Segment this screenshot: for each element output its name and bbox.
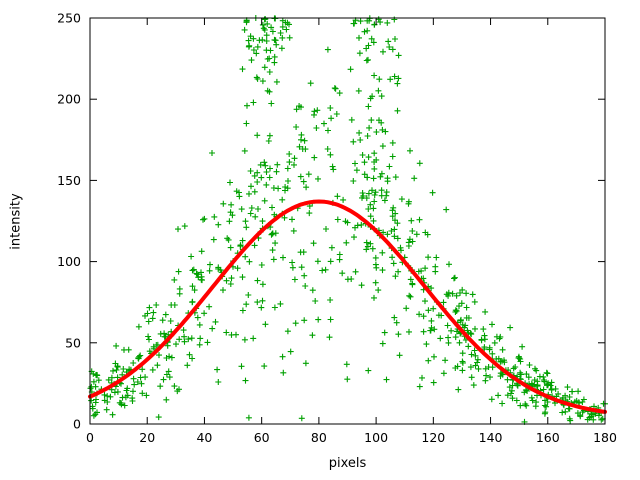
x-tick-label: 60 xyxy=(254,430,270,445)
x-tick-label: 40 xyxy=(196,430,212,445)
x-tick-label: 120 xyxy=(421,430,445,445)
y-tick-label: 0 xyxy=(73,417,81,432)
y-tick-label: 100 xyxy=(57,254,81,269)
y-tick-label: 150 xyxy=(57,173,81,188)
x-axis-label: pixels xyxy=(328,456,367,471)
x-tick-label: 0 xyxy=(86,430,94,445)
y-axis-label: intensity xyxy=(8,193,24,250)
fit-curve xyxy=(88,199,607,414)
x-tick-label: 20 xyxy=(139,430,155,445)
x-tick-label: 180 xyxy=(593,430,617,445)
scatter-points xyxy=(87,15,608,425)
y-tick-label: 50 xyxy=(65,335,81,350)
plot-border xyxy=(89,17,606,425)
y-tick-label: 250 xyxy=(57,11,81,26)
y-tick-label: 200 xyxy=(57,92,81,107)
x-tick-label: 140 xyxy=(479,430,503,445)
x-tick-label: 160 xyxy=(536,430,560,445)
x-tick-label: 100 xyxy=(364,430,388,445)
x-tick-label: 80 xyxy=(311,430,327,445)
